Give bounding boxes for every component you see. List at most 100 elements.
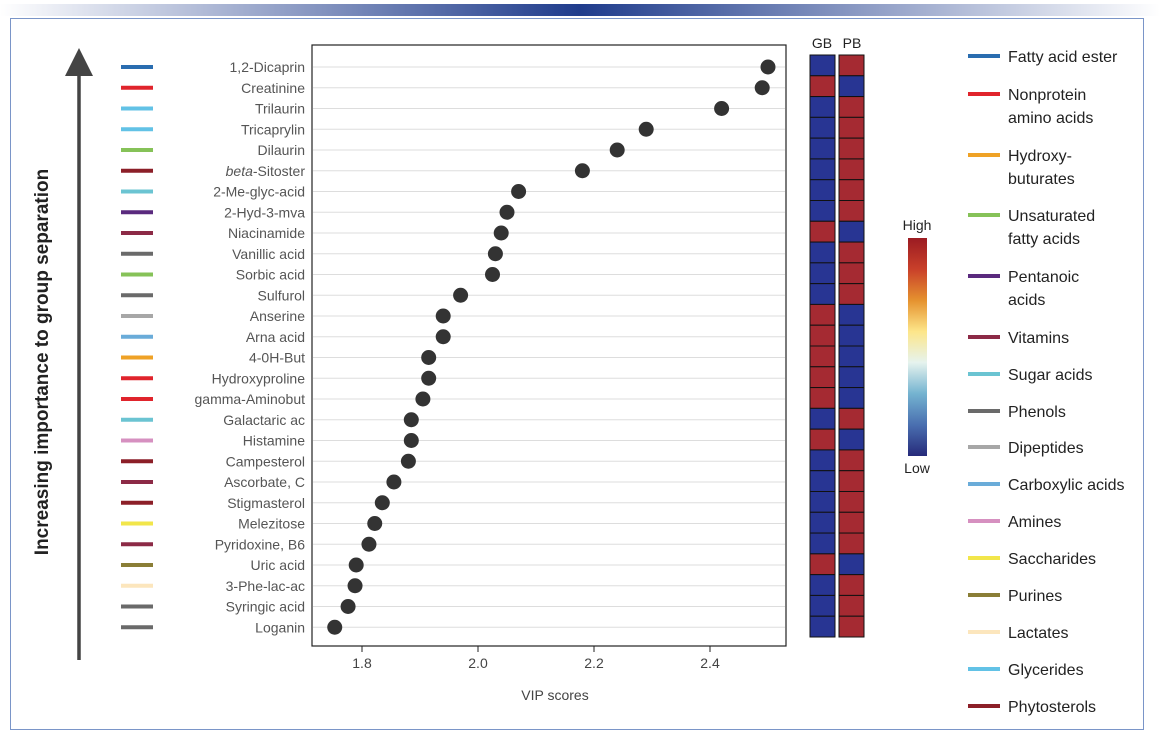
- heatmap-cell-pb: [838, 241, 865, 264]
- compound-label: Syringic acid: [226, 599, 305, 615]
- heatmap-cell-pb: [838, 262, 865, 285]
- compound-label: Galactaric ac: [223, 412, 305, 428]
- heatmap-cell-gb: [809, 200, 836, 222]
- heatmap-cell-gb: [809, 532, 836, 555]
- y-axis-label: Increasing importance to group separatio…: [32, 169, 53, 555]
- compound-label: Hydroxyproline: [212, 370, 306, 386]
- legend-label: Purines: [1008, 588, 1062, 605]
- class-color-bar: [121, 355, 153, 360]
- data-point: [714, 101, 730, 116]
- class-color-bar: [121, 459, 153, 464]
- compound-label: beta-Sitoster: [226, 163, 306, 179]
- heatmap-cell-gb: [809, 75, 836, 98]
- class-color-bar: [121, 397, 153, 401]
- compound-label: Campesterol: [226, 453, 305, 469]
- compound-label: gamma-Aminobut: [195, 391, 306, 407]
- heatmap-cell-pb: [838, 303, 865, 326]
- legend-label: Phenols: [1008, 404, 1066, 421]
- class-color-bar: [121, 625, 153, 630]
- heatmap-cell-gb: [809, 220, 836, 243]
- legend-label: Phytosterols: [1008, 699, 1096, 716]
- compound-label: 1,2-Dicaprin: [230, 59, 305, 75]
- x-tick-label: 1.8: [352, 655, 372, 671]
- heatmap-cell-gb: [809, 407, 836, 430]
- heatmap-cell-gb: [809, 491, 836, 513]
- data-point: [435, 329, 451, 345]
- legend-label: Amines: [1008, 514, 1061, 531]
- heatmap-cell-pb: [838, 220, 865, 243]
- heatmap-cell-pb: [838, 75, 865, 98]
- heatmap-cell-gb: [809, 158, 836, 181]
- class-color-bar: [121, 210, 153, 215]
- legend-label: Hydroxy-: [1008, 148, 1072, 165]
- heatmap-cell-gb: [809, 428, 836, 451]
- data-point: [453, 287, 469, 303]
- heatmap-cell-pb: [838, 594, 865, 617]
- data-point: [348, 557, 364, 573]
- x-tick-label: 2.0: [468, 655, 488, 671]
- heatmap-cell-pb: [838, 407, 865, 430]
- compound-label: Vanillic acid: [232, 246, 305, 262]
- heatmap-cell-pb: [838, 179, 865, 201]
- legend-swatch: [968, 372, 1000, 376]
- class-color-bar: [121, 65, 153, 69]
- legend-swatch: [968, 54, 1000, 58]
- data-point: [403, 433, 419, 448]
- class-color-bar: [121, 417, 153, 422]
- heatmap-cell-gb: [809, 574, 836, 596]
- data-point: [435, 308, 451, 324]
- data-point: [403, 412, 419, 428]
- data-point: [421, 370, 437, 386]
- compound-label: Sorbic acid: [236, 267, 305, 283]
- class-color-bar: [121, 127, 153, 132]
- legend-label: Vitamins: [1008, 330, 1069, 347]
- legend-swatch: [968, 556, 1000, 560]
- class-color-bar: [121, 376, 153, 381]
- legend-swatch: [968, 274, 1000, 278]
- data-point: [499, 204, 515, 220]
- heatmap-cell-pb: [838, 200, 865, 222]
- heatmap-cell-gb: [809, 137, 836, 160]
- data-point: [361, 536, 377, 552]
- compound-label: Pyridoxine, B6: [215, 536, 305, 552]
- class-color-bar: [121, 521, 153, 526]
- compound-label: Arna acid: [246, 329, 305, 345]
- legend-swatch: [968, 593, 1000, 597]
- legend-swatch: [968, 213, 1000, 217]
- legend-swatch: [968, 667, 1000, 671]
- heatmap-cell-gb: [809, 470, 836, 493]
- heatmap-cell-pb: [838, 470, 865, 493]
- class-color-bar: [121, 272, 153, 277]
- compound-label: Dilaurin: [258, 142, 305, 158]
- legend-label: acids: [1008, 292, 1045, 309]
- data-point: [760, 59, 776, 75]
- compound-label: Histamine: [243, 433, 305, 449]
- compound-label: Creatinine: [241, 80, 305, 96]
- legend-swatch: [968, 153, 1000, 157]
- heatmap-cell-pb: [838, 449, 865, 472]
- class-color-bar: [121, 314, 153, 318]
- legend-label: Unsaturated: [1008, 208, 1095, 225]
- class-color-bar: [121, 583, 153, 588]
- compound-label: 3-Phe-lac-ac: [226, 578, 305, 594]
- plot-area: [311, 44, 787, 647]
- x-tick-label: 2.4: [700, 655, 720, 671]
- compound-label: Trilaurin: [255, 101, 305, 117]
- heatmap-cell-gb: [809, 262, 836, 285]
- legend-label: Nonprotein: [1008, 87, 1086, 104]
- legend-label: Glycerides: [1008, 662, 1084, 679]
- heatmap-cell-gb: [809, 324, 836, 347]
- legend-label: Pentanoic: [1008, 269, 1079, 286]
- legend-swatch: [968, 630, 1000, 634]
- data-point: [386, 474, 402, 490]
- heatmap-cell-gb: [809, 345, 836, 368]
- class-color-bar: [121, 438, 153, 443]
- class-color-bar: [121, 293, 153, 298]
- heatmap-cell-pb: [838, 553, 865, 576]
- data-point: [421, 350, 437, 365]
- legend-label: Saccharides: [1008, 551, 1096, 568]
- data-point: [609, 142, 625, 158]
- class-color-bar: [121, 168, 153, 173]
- heatmap-cell-gb: [809, 449, 836, 472]
- legend-swatch: [968, 482, 1000, 486]
